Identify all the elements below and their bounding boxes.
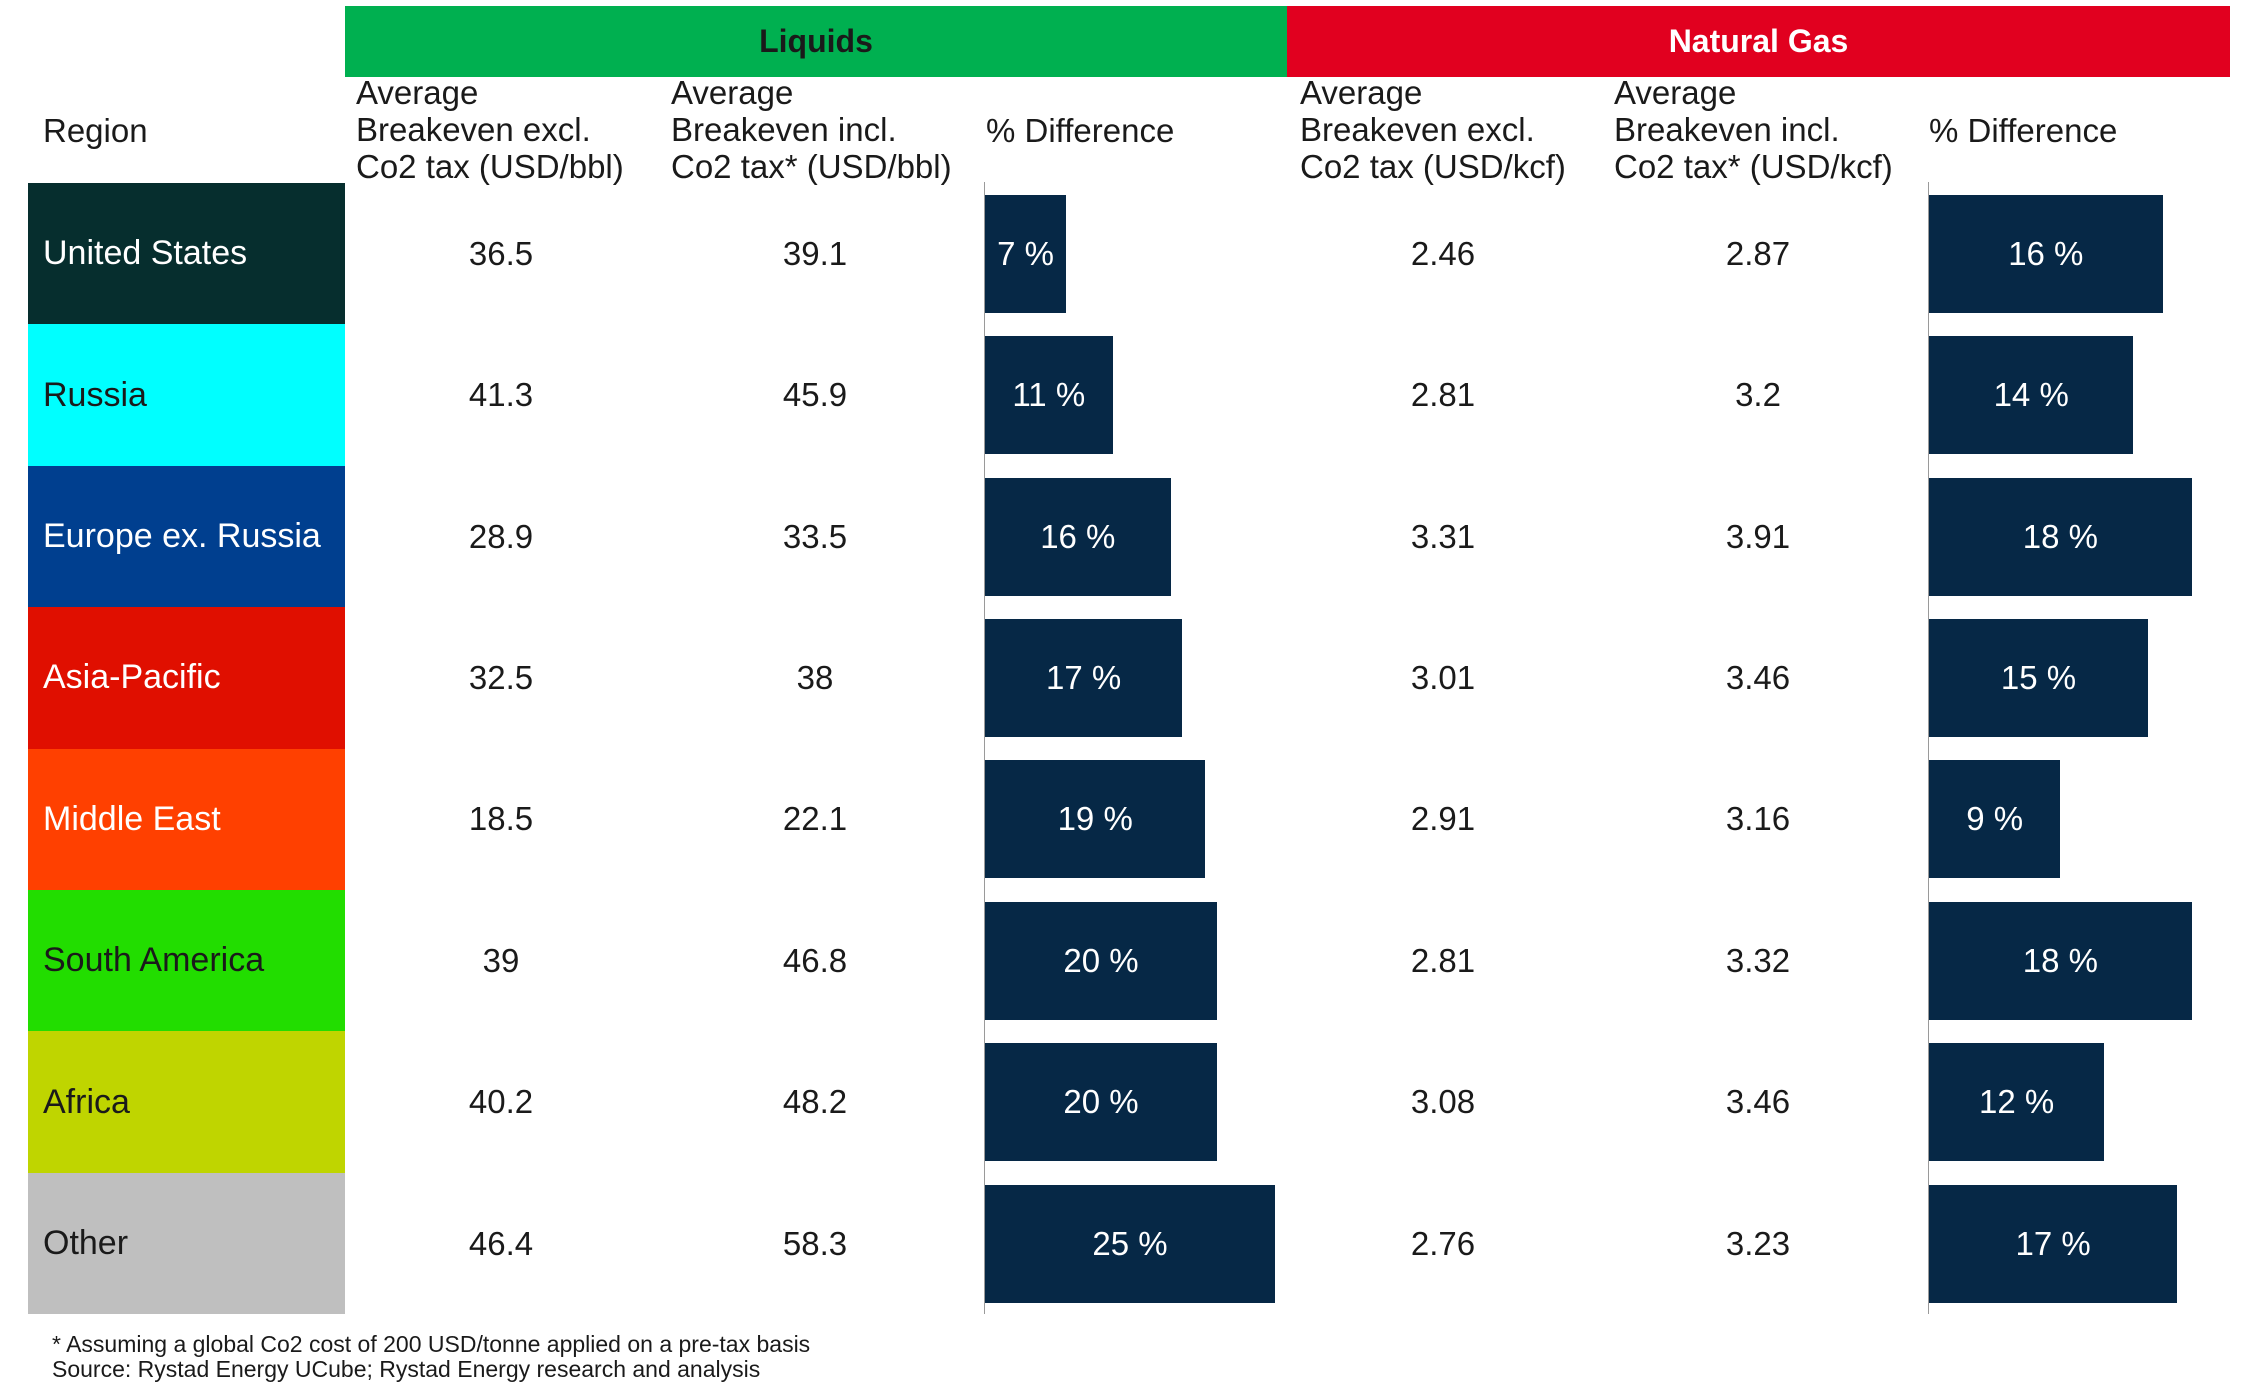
region-label: Africa — [43, 1082, 130, 1121]
liquids-breakeven-excl-value: 41.3 — [468, 376, 534, 414]
liquids-difference-label: 19 % — [1057, 800, 1133, 838]
liquids-group-header: Liquids — [345, 6, 1287, 77]
liquids-breakeven-excl-value: 39 — [482, 941, 520, 979]
liquids-difference-label: 16 % — [1040, 517, 1116, 555]
gas-breakeven-excl-value: 3.08 — [1410, 1083, 1476, 1121]
gas-difference-bar: 15 % — [1929, 618, 2148, 737]
gas-difference-bar: 17 % — [1929, 1184, 2178, 1303]
region-label: United States — [43, 234, 248, 273]
gas-breakeven-incl-value: 3.23 — [1725, 1224, 1791, 1262]
gas-difference-bar: 18 % — [1929, 901, 2192, 1020]
gas-difference-label: 14 % — [1993, 376, 2069, 414]
gas-breakeven-excl-value: 2.76 — [1410, 1224, 1476, 1262]
gas-difference-label: 16 % — [2008, 234, 2084, 272]
liquids-difference-bar: 20 % — [985, 1043, 1217, 1162]
region-cell: Europe ex. Russia — [28, 465, 345, 608]
liquids-breakeven-incl-value: 46.8 — [782, 941, 848, 979]
liquids-difference-bar: 20 % — [985, 901, 1217, 1020]
gas-breakeven-excl-value: 3.31 — [1410, 517, 1476, 555]
gas-difference-bar: 16 % — [1929, 194, 2163, 313]
gas-breakeven-excl-value: 2.46 — [1410, 234, 1476, 272]
gas-breakeven-excl-value: 3.01 — [1410, 658, 1476, 696]
gas-difference-bar: 14 % — [1929, 336, 2134, 455]
liquids-group-label: Liquids — [759, 23, 873, 59]
liquids-difference-label: 11 % — [1012, 376, 1086, 414]
region-cell: Middle East — [28, 748, 345, 890]
region-cell: United States — [28, 183, 345, 325]
footnote-assumption: * Assuming a global Co2 cost of 200 USD/… — [52, 1331, 811, 1357]
gas-breakeven-excl-value: 2.81 — [1410, 376, 1476, 414]
region-cell: Other — [28, 1172, 345, 1315]
liquids-breakeven-incl-value: 38 — [796, 658, 834, 696]
liquids-breakeven-incl-value: 39.1 — [782, 234, 848, 272]
gas-difference-axis — [1928, 182, 1929, 1314]
gas-breakeven-excl-value: 2.81 — [1410, 941, 1476, 979]
liquids-breakeven-incl-value: 45.9 — [782, 376, 848, 414]
natural-gas-group-label: Natural Gas — [1668, 23, 1849, 59]
gas-breakeven-excl-value: 2.91 — [1410, 800, 1476, 838]
liquids-difference-bar: 25 % — [985, 1184, 1275, 1303]
liquids-difference-axis — [984, 182, 985, 1314]
gas-difference-label: 15 % — [2000, 658, 2077, 696]
region-label: Europe ex. Russia — [43, 516, 321, 555]
gas-difference-bar: 12 % — [1929, 1043, 2105, 1162]
gas-difference-label: 9 % — [1966, 800, 2024, 838]
region-label: Other — [43, 1223, 129, 1262]
liquids-difference-label: 17 % — [1045, 658, 1122, 696]
liquids-breakeven-incl-value: 48.2 — [782, 1083, 848, 1121]
liquids-breakeven-excl-header: Average Breakeven excl. Co2 tax (USD/bbl… — [356, 74, 624, 185]
region-label: South America — [43, 941, 265, 980]
gas-breakeven-incl-value: 3.16 — [1725, 800, 1791, 838]
gas-difference-label: 18 % — [2022, 941, 2098, 979]
gas-difference-label: 18 % — [2022, 517, 2098, 555]
liquids-breakeven-incl-header: Average Breakeven incl. Co2 tax* (USD/bb… — [671, 74, 952, 185]
liquids-breakeven-excl-value: 46.4 — [468, 1224, 534, 1262]
region-cell: Asia-Pacific — [28, 607, 345, 749]
liquids-difference-label: 20 % — [1063, 1083, 1139, 1121]
liquids-breakeven-excl-value: 18.5 — [468, 800, 534, 838]
region-label: Asia-Pacific — [43, 658, 221, 697]
natural-gas-group-header: Natural Gas — [1287, 6, 2230, 77]
liquids-breakeven-incl-value: 58.3 — [782, 1224, 848, 1262]
liquids-breakeven-excl-value: 32.5 — [468, 658, 534, 696]
liquids-difference-label: 20 % — [1063, 941, 1139, 979]
liquids-difference-label: 7 % — [997, 234, 1055, 272]
liquids-difference-bar: 19 % — [985, 760, 1206, 879]
liquids-difference-bar: 16 % — [985, 477, 1171, 596]
gas-difference-label: 17 % — [2015, 1224, 2091, 1262]
region-cell: South America — [28, 890, 345, 1032]
gas-difference-header: % Difference — [1929, 112, 2118, 149]
liquids-breakeven-excl-value: 36.5 — [468, 234, 534, 272]
region-label: Middle East — [43, 799, 221, 838]
liquids-breakeven-incl-value: 22.1 — [782, 800, 848, 838]
footnote-source: Source: Rystad Energy UCube; Rystad Ener… — [52, 1356, 761, 1382]
gas-breakeven-incl-value: 3.2 — [1735, 376, 1781, 414]
gas-difference-bar: 9 % — [1929, 760, 2061, 879]
region-label: Russia — [43, 375, 147, 414]
gas-breakeven-excl-header: Average Breakeven excl. Co2 tax (USD/kcf… — [1300, 74, 1566, 185]
liquids-difference-label: 25 % — [1092, 1224, 1168, 1262]
gas-breakeven-incl-value: 3.46 — [1725, 658, 1791, 696]
gas-breakeven-incl-header: Average Breakeven incl. Co2 tax* (USD/kc… — [1614, 74, 1893, 185]
liquids-difference-bar: 17 % — [985, 618, 1183, 737]
liquids-difference-bar: 7 % — [985, 194, 1067, 313]
region-cell: Africa — [28, 1031, 345, 1173]
gas-breakeven-incl-value: 3.91 — [1725, 517, 1791, 555]
liquids-breakeven-incl-value: 33.5 — [782, 517, 848, 555]
region-column-header: Region — [43, 112, 148, 149]
liquids-difference-bar: 11 % — [985, 336, 1113, 455]
gas-breakeven-incl-value: 3.32 — [1725, 941, 1791, 979]
liquids-difference-header: % Difference — [986, 112, 1175, 149]
gas-difference-label: 12 % — [1978, 1083, 2055, 1121]
gas-breakeven-incl-value: 3.46 — [1725, 1083, 1791, 1121]
liquids-breakeven-excl-value: 28.9 — [468, 517, 534, 555]
region-cell: Russia — [28, 324, 345, 466]
liquids-breakeven-excl-value: 40.2 — [468, 1083, 534, 1121]
gas-difference-bar: 18 % — [1929, 477, 2192, 596]
gas-breakeven-incl-value: 2.87 — [1725, 234, 1791, 272]
